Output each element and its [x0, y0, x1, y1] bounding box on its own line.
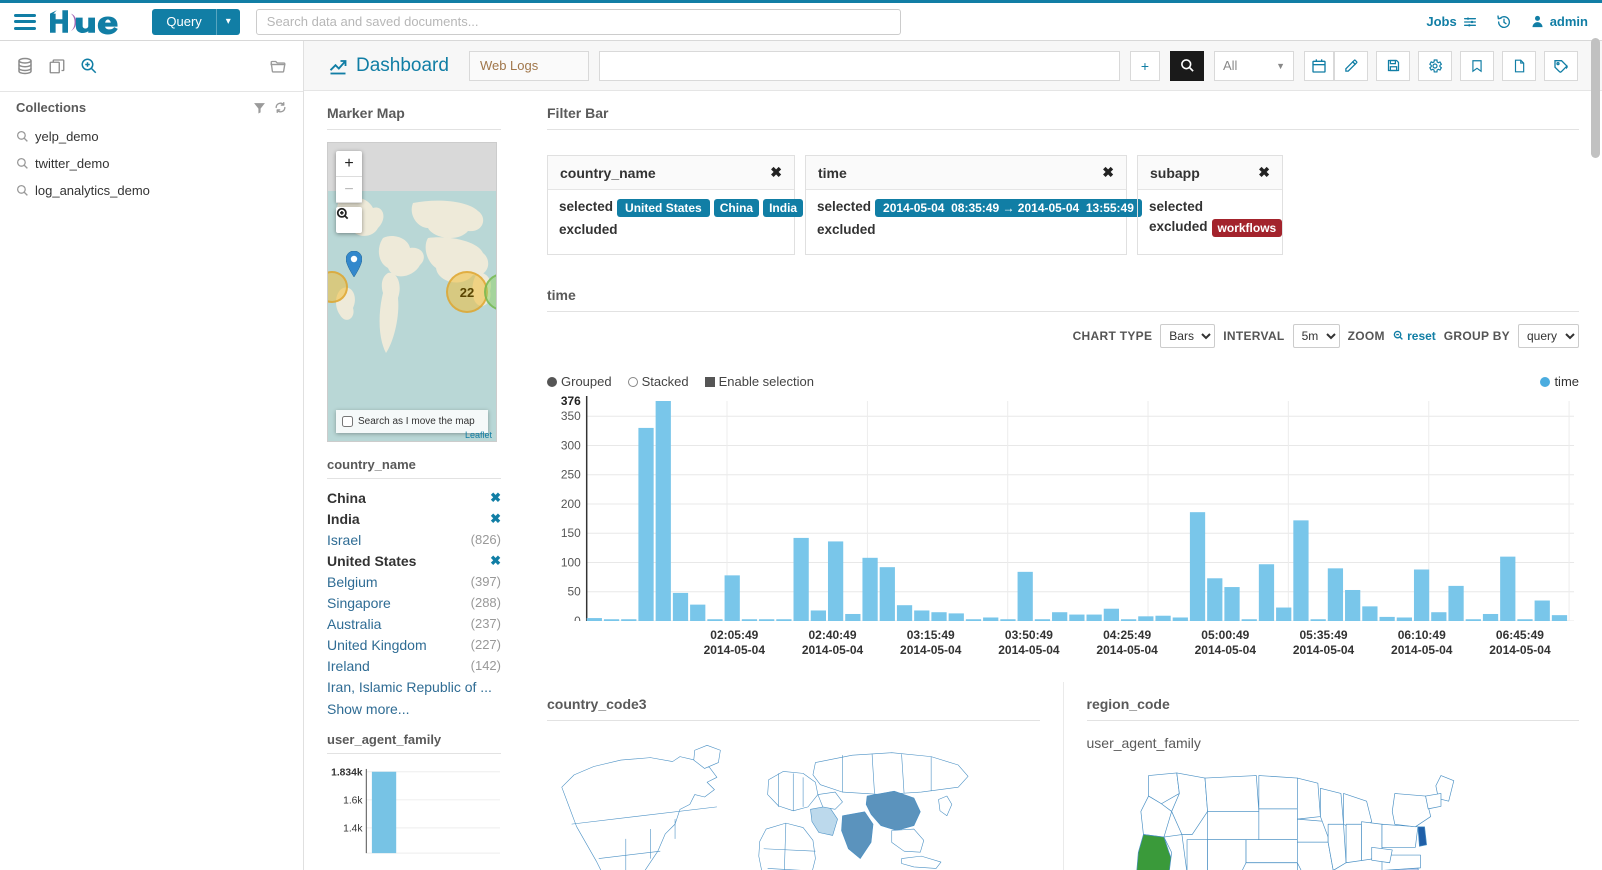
svg-text:250: 250 — [561, 468, 581, 482]
svg-text:376: 376 — [561, 394, 581, 408]
svg-text:1.834k: 1.834k — [331, 767, 363, 778]
svg-text:300: 300 — [561, 438, 581, 452]
svg-text:1.6k: 1.6k — [343, 796, 363, 807]
svg-text:100: 100 — [561, 555, 581, 569]
svg-text:200: 200 — [561, 497, 581, 511]
svg-text:350: 350 — [561, 409, 581, 423]
svg-text:50: 50 — [568, 585, 582, 599]
svg-text:0: 0 — [574, 614, 581, 621]
svg-text:1.4k: 1.4k — [343, 824, 363, 835]
svg-text:150: 150 — [561, 526, 581, 540]
